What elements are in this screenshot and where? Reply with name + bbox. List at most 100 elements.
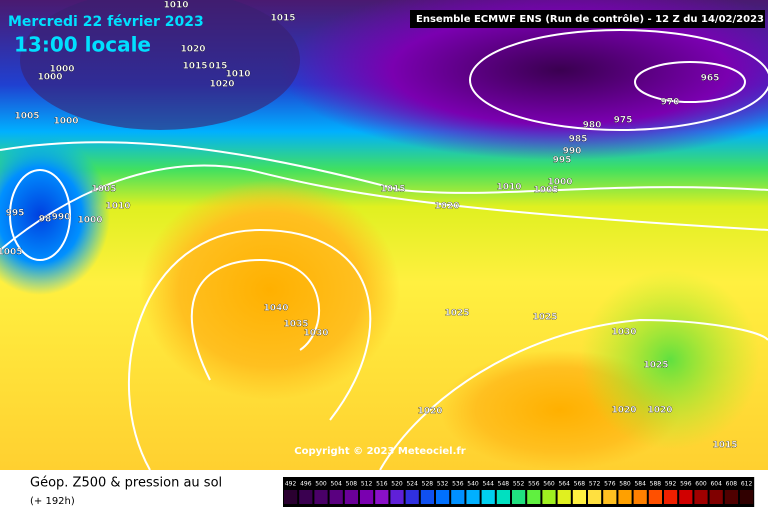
isobar-label: 98 [39,215,52,225]
colorbar-swatch [648,490,662,504]
colorbar-swatch [557,490,571,504]
isobar-label: 1015 [380,185,405,195]
colorbar-label: 592 [665,481,677,488]
isobar-label: 1020 [180,45,205,55]
colorbar-swatch [375,490,389,504]
colorbar-label: 496 [300,481,312,488]
footer-lead: (+ 192h) [30,496,75,507]
colorbar-label: 548 [498,481,510,488]
colorbar-label: 536 [452,481,464,488]
colorbar-label: 572 [589,481,601,488]
colorbar-swatch [740,490,754,504]
isobar-label: 995 [553,156,572,166]
colorbar-label: 532 [437,481,449,488]
isobar-label: 1010 [225,70,250,80]
colorbar-label: 568 [574,481,586,488]
isobar-label: 970 [661,98,680,108]
colorbar-swatch [527,490,541,504]
colorbar-swatch [420,490,434,504]
isobar-label: 1025 [444,309,469,319]
date: Mercredi 22 février 2023 [8,14,204,30]
isobar-label: 1020 [611,406,636,416]
colorbar-swatch [633,490,647,504]
colorbar-label: 564 [558,481,570,488]
isobar-label: 1020 [647,406,672,416]
colorbar-swatch [679,490,693,504]
isobar-label: 1005 [0,248,23,258]
colorbar-swatch [284,490,298,504]
colorbar-label: 600 [695,481,707,488]
isobar-label: 1040 [263,304,288,314]
isobars [0,29,768,471]
colorbar-swatch [329,490,343,504]
isobar-label: 1015 [270,14,295,24]
isobar-label: 1000 [53,117,78,127]
isobar-label: 015 [209,62,228,72]
isobar-label: 1005 [91,185,116,195]
isobar-label: 1005 [533,186,558,196]
isobar-label: 1000 [77,216,102,226]
colorbar-swatch [481,490,495,504]
colorbar-swatch [709,490,723,504]
isobar-label: 1010 [496,183,521,193]
isobar-label: 1020 [209,80,234,90]
isobar-label: 1030 [303,329,328,339]
colorbar-label: 608 [726,481,738,488]
isobar-label: 1000 [547,178,572,188]
isobar-label: 1000 [37,73,62,83]
colorbar-swatch [512,490,526,504]
colorbar-swatch [664,490,678,504]
colorbar-label: 500 [315,481,327,488]
run-box [410,10,765,28]
isobar-label: 1035 [283,320,308,330]
copyright: Copyright © 2023 Meteociel.fr [294,446,465,457]
isobar-label: 975 [614,116,633,126]
colorbar-label: 580 [619,481,631,488]
isobar-label: 995 [6,209,25,219]
colorbar-swatch [451,490,465,504]
colorbar-label: 588 [650,481,662,488]
colorbar-swatch [618,490,632,504]
colorbar-swatch [436,490,450,504]
colorbar-label: 556 [528,481,540,488]
colorbar-label: 508 [346,481,358,488]
colorbar-label: 516 [376,481,388,488]
colorbar-swatch [360,490,374,504]
isobar-label: 1010 [163,1,188,11]
isobar-label: 1025 [643,361,668,371]
colorbar-label: 560 [543,481,555,488]
colorbar-swatch [694,490,708,504]
footer-title: Géop. Z500 & pression au sol [30,476,222,491]
colorbar-swatch [314,490,328,504]
colorbar-swatch [344,490,358,504]
colorbar-label: 612 [741,481,753,488]
colorbar-swatch [542,490,556,504]
colorbar: 492 496 500 504 508 512 516 520 524 528 532 536 540 5… [283,477,755,507]
isobar-label: 990 [52,213,71,223]
colorbar-label: 544 [482,481,494,488]
colorbar-label: 512 [361,481,373,488]
isobar-label: 1020 [417,407,442,417]
colorbar-swatch [299,490,313,504]
isobar-label: 1005 [14,112,39,122]
colorbar-label: 552 [513,481,525,488]
isobar-label: 965 [701,74,720,84]
isobar-label: 1030 [611,328,636,338]
colorbar-swatch [572,490,586,504]
isobar-label: 1000 [49,65,74,75]
colorbar-swatch [466,490,480,504]
colorbar-label: 520 [391,481,403,488]
isobar-label: 1020 [434,202,459,212]
colorbar-swatch [405,490,419,504]
colorbar-swatch [496,490,510,504]
colorbar-label: 576 [604,481,616,488]
isobar-label: 1010 [105,202,130,212]
isobar-label: 1015 [182,62,207,72]
colorbar-label: 584 [634,481,646,488]
isobar-label: 1015 [712,441,737,451]
colorbar-label: 540 [467,481,479,488]
colorbar-swatch [588,490,602,504]
